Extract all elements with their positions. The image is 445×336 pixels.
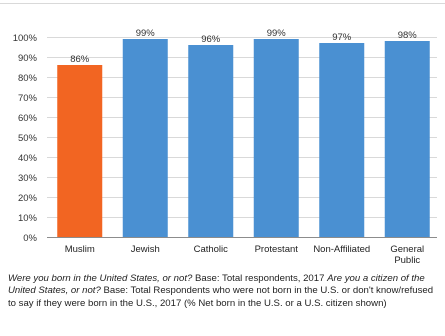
y-tick-label: 0% bbox=[23, 233, 37, 244]
y-tick-label: 20% bbox=[18, 193, 38, 204]
bar-catholic bbox=[188, 45, 234, 237]
bar-protestant bbox=[253, 39, 299, 237]
y-tick-label: 60% bbox=[18, 113, 38, 124]
x-tick-label: Public bbox=[394, 255, 420, 266]
gridlines bbox=[0, 3, 445, 238]
bar-chart: 0% 10% 20% 30% 40% 50% 60% 70% 80% 90% 100% 86% 99%… bbox=[0, 3, 445, 266]
bar-muslim bbox=[57, 65, 103, 237]
y-tick-label: 50% bbox=[18, 133, 38, 144]
x-tick-label: Jewish bbox=[131, 244, 160, 255]
x-tick-label: Protestant bbox=[255, 244, 299, 255]
x-tick-label: Non-Affiliated bbox=[313, 244, 370, 255]
y-tick-label: 10% bbox=[18, 213, 38, 224]
y-tick-label: 40% bbox=[18, 153, 38, 164]
bar-non-affiliated bbox=[319, 43, 365, 237]
value-label: 86% bbox=[70, 54, 90, 65]
bar-jewish bbox=[122, 39, 168, 237]
value-labels: 86% 99% 96% 99% 97% 98% bbox=[70, 28, 417, 65]
y-tick-label: 90% bbox=[18, 53, 38, 64]
x-axis-labels: Muslim Jewish Catholic Protestant Non-Affili… bbox=[65, 244, 424, 266]
bars bbox=[57, 39, 430, 237]
caption-base-1: Base: Total respondents, 2017 bbox=[192, 273, 328, 284]
value-label: 99% bbox=[136, 28, 156, 39]
caption-question-1: Were you born in the United States, or n… bbox=[8, 273, 193, 284]
value-label: 98% bbox=[398, 30, 418, 41]
y-axis-ticks: 0% 10% 20% 30% 40% 50% 60% 70% 80% 90% 100% bbox=[13, 33, 38, 244]
caption-question-2: Are you a citizen of the United States, … bbox=[8, 273, 425, 297]
y-tick-label: 100% bbox=[13, 33, 38, 44]
y-tick-label: 70% bbox=[18, 93, 38, 104]
value-label: 96% bbox=[201, 34, 221, 45]
x-tick-label: General bbox=[390, 244, 424, 255]
x-tick-label: Muslim bbox=[65, 244, 95, 255]
caption-base-2: Base: Total Respondents who were not bor… bbox=[8, 285, 434, 309]
chart-caption: Were you born in the United States, or n… bbox=[8, 273, 438, 310]
x-tick-label: Catholic bbox=[194, 244, 229, 255]
bar-general-public bbox=[384, 41, 430, 237]
y-tick-label: 30% bbox=[18, 173, 38, 184]
value-label: 99% bbox=[267, 28, 287, 39]
y-tick-label: 80% bbox=[18, 73, 38, 84]
value-label: 97% bbox=[332, 32, 352, 43]
